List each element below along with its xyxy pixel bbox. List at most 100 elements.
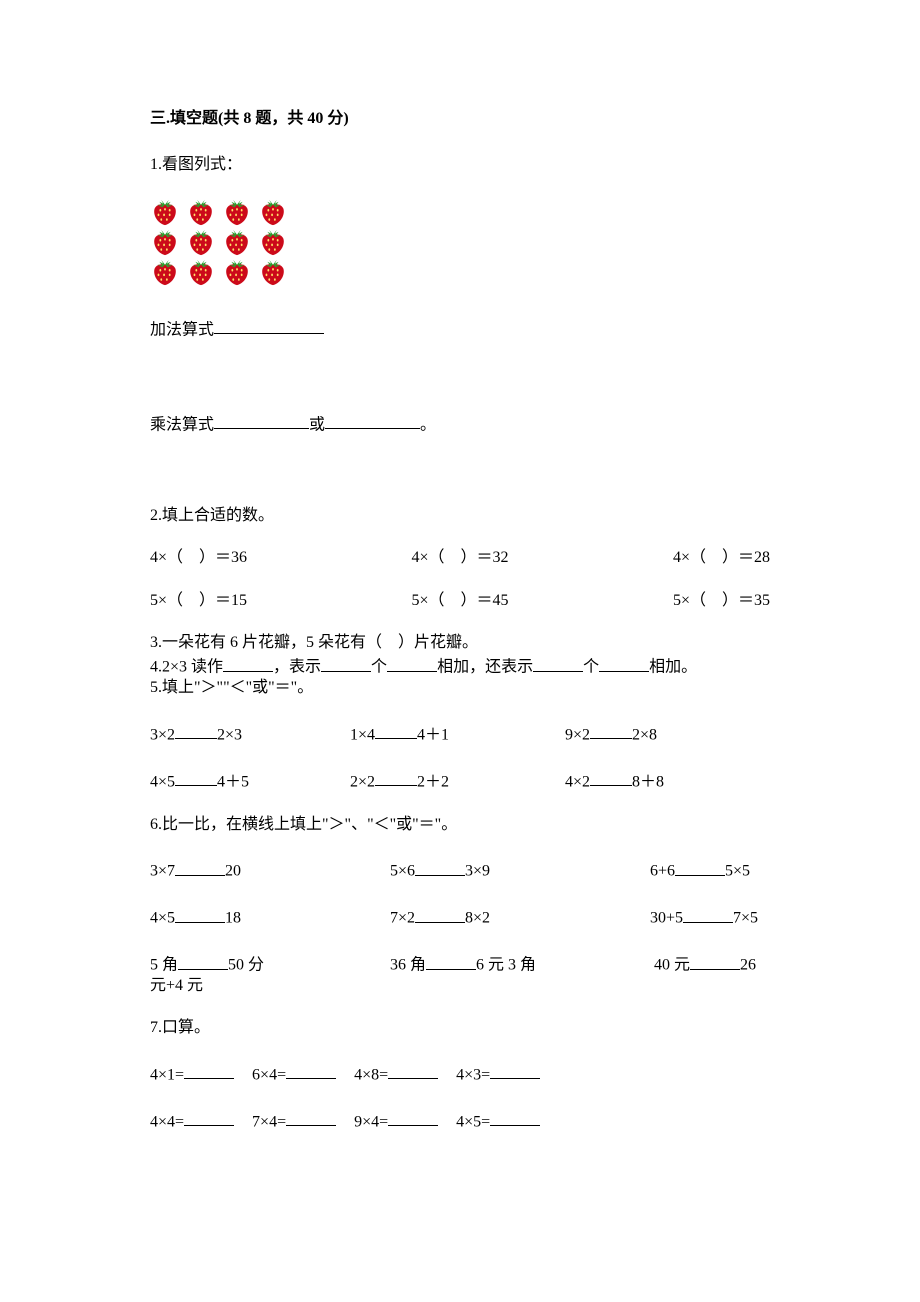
q2-item: 4×（ ）＝32 xyxy=(411,549,508,567)
q2-item: 4×（ ）＝28 xyxy=(673,549,770,567)
q5-item: 2×22＋2 xyxy=(350,769,565,792)
blank xyxy=(387,654,437,672)
strawberry-icon xyxy=(186,199,216,227)
blank xyxy=(184,1062,234,1080)
q6-row-2: 5 角50 分 36 角6 元 3 角 40 元26 xyxy=(150,952,770,975)
q7-prompt: 7.口算。 xyxy=(150,1019,770,1037)
strawberry-icon xyxy=(222,259,252,287)
q3-line: 3.一朵花有 6 片花瓣，5 朵花有（ ）片花瓣。 xyxy=(150,634,770,652)
blank xyxy=(388,1062,438,1080)
blank xyxy=(590,769,632,787)
strawberry-icon xyxy=(150,229,180,257)
q2-item: 4×（ ）＝36 xyxy=(150,549,247,567)
q2-item: 5×（ ）＝35 xyxy=(673,592,770,610)
blank xyxy=(375,722,417,740)
q5-item: 4×28＋8 xyxy=(565,769,770,792)
q5-row-1: 4×54＋5 2×22＋2 4×28＋8 xyxy=(150,769,770,792)
blank xyxy=(599,654,649,672)
q6-item: 4×518 xyxy=(150,905,390,928)
blank xyxy=(683,905,733,923)
strawberry-row xyxy=(150,259,770,287)
q7-item: 4×1= xyxy=(150,1062,234,1085)
q2-row-0: 4×（ ）＝36 4×（ ）＝32 4×（ ）＝28 xyxy=(150,549,770,567)
blank xyxy=(415,905,465,923)
q5-item: 9×22×8 xyxy=(565,722,770,745)
blank xyxy=(214,317,324,335)
q6-item: 6+65×5 xyxy=(650,858,770,881)
q1-prompt: 1.看图列式： xyxy=(150,156,770,174)
q6-wrap-tail: 元+4 元 xyxy=(150,977,770,995)
q7-row-1: 4×4= 7×4= 9×4= 4×5= xyxy=(150,1109,770,1132)
q6-item: 7×28×2 xyxy=(390,905,650,928)
q6-item: 5 角50 分 xyxy=(150,952,390,975)
blank xyxy=(286,1109,336,1127)
blank xyxy=(675,858,725,876)
q7-item: 4×4= xyxy=(150,1109,234,1132)
q2-item: 5×（ ）＝15 xyxy=(150,592,247,610)
q7-item: 4×8= xyxy=(354,1062,438,1085)
strawberry-icon xyxy=(150,259,180,287)
q6-row-0: 3×720 5×63×9 6+65×5 xyxy=(150,858,770,881)
q6-row-1: 4×518 7×28×2 30+57×5 xyxy=(150,905,770,928)
q1-or: 或 xyxy=(309,416,325,433)
strawberry-icon xyxy=(186,259,216,287)
blank xyxy=(286,1062,336,1080)
blank xyxy=(325,412,420,430)
blank xyxy=(178,952,228,970)
section-title: 三.填空题(共 8 题，共 40 分) xyxy=(150,110,770,128)
blank xyxy=(426,952,476,970)
q6-item: 30+57×5 xyxy=(650,905,770,928)
strawberry-icon xyxy=(258,229,288,257)
blank xyxy=(388,1109,438,1127)
q6-item: 40 元26 xyxy=(650,952,770,975)
strawberry-icon xyxy=(258,259,288,287)
q1-addition-label: 加法算式 xyxy=(150,321,214,338)
q2-item: 5×（ ）＝45 xyxy=(411,592,508,610)
strawberry-grid xyxy=(150,199,770,287)
blank xyxy=(415,858,465,876)
blank xyxy=(223,654,273,672)
q1-mult-label: 乘法算式 xyxy=(150,416,214,433)
q7-row-0: 4×1= 6×4= 4×8= 4×3= xyxy=(150,1062,770,1085)
q6-item: 36 角6 元 3 角 xyxy=(390,952,650,975)
q6-item: 3×720 xyxy=(150,858,390,881)
blank xyxy=(175,858,225,876)
blank xyxy=(690,952,740,970)
q7-item: 6×4= xyxy=(252,1062,336,1085)
q7-item: 9×4= xyxy=(354,1109,438,1132)
blank xyxy=(175,905,225,923)
blank xyxy=(214,412,309,430)
q2-prompt: 2.填上合适的数。 xyxy=(150,507,770,525)
q1-period: 。 xyxy=(420,416,436,433)
q1-addition-line: 加法算式 xyxy=(150,317,770,340)
strawberry-icon xyxy=(150,199,180,227)
strawberry-row xyxy=(150,229,770,257)
q7-item: 7×4= xyxy=(252,1109,336,1132)
blank xyxy=(490,1109,540,1127)
q6-prompt: 6.比一比，在横线上填上"＞"、"＜"或"＝"。 xyxy=(150,816,770,834)
q5-item: 1×44＋1 xyxy=(350,722,565,745)
q7-item: 4×3= xyxy=(456,1062,540,1085)
blank xyxy=(184,1109,234,1127)
q5-item: 3×22×3 xyxy=(150,722,350,745)
blank xyxy=(175,722,217,740)
blank xyxy=(590,722,632,740)
strawberry-icon xyxy=(222,199,252,227)
q1-mult-line: 乘法算式 或 。 xyxy=(150,412,770,435)
strawberry-row xyxy=(150,199,770,227)
q5-prompt: 5.填上"＞""＜"或"＝"。 xyxy=(150,679,770,697)
blank xyxy=(175,769,217,787)
q5-row-0: 3×22×3 1×44＋1 9×22×8 xyxy=(150,722,770,745)
q5-item: 4×54＋5 xyxy=(150,769,350,792)
blank xyxy=(321,654,371,672)
blank xyxy=(490,1062,540,1080)
strawberry-icon xyxy=(186,229,216,257)
q7-item: 4×5= xyxy=(456,1109,540,1132)
strawberry-icon xyxy=(222,229,252,257)
q2-row-1: 5×（ ）＝15 5×（ ）＝45 5×（ ）＝35 xyxy=(150,592,770,610)
q4-line: 4.2×3 读作，表示个相加，还表示个相加。 xyxy=(150,654,770,677)
blank xyxy=(375,769,417,787)
blank xyxy=(533,654,583,672)
strawberry-icon xyxy=(258,199,288,227)
q6-item: 5×63×9 xyxy=(390,858,650,881)
